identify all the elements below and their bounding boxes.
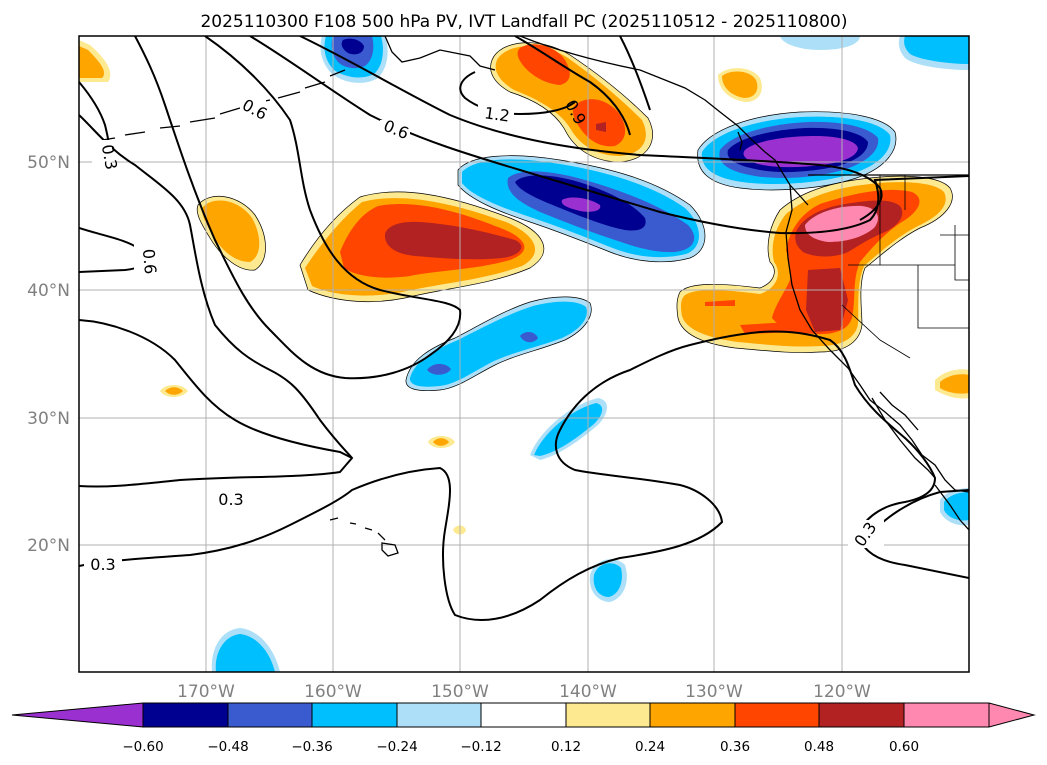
- negative-anomaly-aleutian: [320, 36, 388, 83]
- bc-coast: [764, 151, 809, 206]
- contour-0.6-nw: [79, 114, 354, 488]
- positive-anomaly-pacific-nw: [676, 176, 953, 353]
- contour-label: 1.2: [483, 103, 511, 125]
- colorbar-segment: [819, 703, 904, 727]
- negative-anomaly-main: [458, 155, 705, 262]
- lon-label: 170°W: [177, 682, 235, 702]
- us-west-coast: [785, 184, 969, 493]
- positive-anomaly-small-bc: [718, 68, 762, 102]
- shading-outlines: [196, 42, 953, 392]
- colorbar-tick: 0.24: [635, 739, 665, 755]
- colorbar-outline: [11, 702, 1036, 728]
- mexico-coast: [934, 484, 969, 531]
- map-area: 0.6 0.6 0.9 1.2 0.3 0.6 0.3 0.3 0.3: [79, 36, 969, 672]
- colorbar-segment: [481, 703, 566, 727]
- positive-anomaly-small-east: [935, 369, 969, 399]
- lon-label: 140°W: [559, 682, 617, 702]
- colorbar-ticks: −0.60 −0.48 −0.36 −0.24 −0.12 0.12 0.24 …: [122, 739, 919, 755]
- colorbar-tick: −0.24: [376, 739, 417, 755]
- hawaii-islands: [329, 517, 399, 557]
- shaded-fields: [79, 36, 969, 672]
- positive-anomaly-specks: [160, 385, 466, 535]
- colorbar-segment: [143, 703, 228, 727]
- negative-anomaly-ne-corner: [780, 36, 969, 70]
- colorbar-tick: −0.12: [460, 739, 501, 755]
- contour-label: 0.6: [139, 248, 160, 275]
- contour-0.9-b: [619, 36, 651, 111]
- contour-label: 0.3: [98, 143, 121, 171]
- colorbar-tick: 0.60: [889, 739, 919, 755]
- lat-label: 50°N: [27, 153, 70, 173]
- lon-label: 160°W: [304, 682, 362, 702]
- colorbar-segment: [228, 703, 312, 727]
- contour-1.2-b: [514, 36, 631, 136]
- positive-anomaly-central: [300, 191, 544, 302]
- contour-0.6-loop: [134, 36, 462, 380]
- alaska-coast: [384, 36, 766, 153]
- lon-label: 130°W: [685, 682, 743, 702]
- colorbar-segments: [12, 703, 1034, 727]
- contour-0.9: [299, 36, 883, 221]
- colorbar-tick: 0.12: [551, 739, 581, 755]
- haida-gwaii: [737, 131, 743, 151]
- lon-label: 150°W: [431, 682, 489, 702]
- colorbar-extend-high: [989, 703, 1034, 727]
- colorbar-tick: −0.48: [207, 739, 248, 755]
- contour-label-group: 0.6 0.6 0.9 1.2 0.3 0.6 0.3 0.3 0.3: [84, 95, 884, 574]
- colorbar-segment: [566, 703, 650, 727]
- colorbar-tick: 0.48: [804, 739, 834, 755]
- lat-label: 20°N: [27, 536, 70, 556]
- lon-label: 120°W: [813, 682, 871, 702]
- contour-0.3-central: [79, 319, 353, 459]
- colorbar-segment: [312, 703, 397, 727]
- lat-label: 30°N: [27, 409, 70, 429]
- contour-label: 0.3: [218, 490, 243, 509]
- negative-anomaly-subtropical: [405, 296, 592, 391]
- colorbar-tick: 0.36: [720, 739, 750, 755]
- colorbar-dividers: [142, 703, 990, 727]
- latitude-labels: 50°N 40°N 30°N 20°N: [27, 153, 70, 556]
- colorbar: −0.60 −0.48 −0.36 −0.24 −0.12 0.12 0.24 …: [11, 702, 1036, 755]
- colorbar-tick: −0.60: [122, 739, 163, 755]
- colorbar-segment: [735, 703, 819, 727]
- colorbar-segment: [397, 703, 481, 727]
- pv-contours: [79, 36, 969, 621]
- map-frame: [78, 35, 970, 673]
- positive-anomaly-west: [197, 196, 266, 271]
- colorbar-segment: [904, 703, 989, 727]
- positive-anomaly-nw-corner: [79, 40, 111, 82]
- contour-0.3-south: [79, 330, 969, 621]
- figure-title: 2025110300 F108 500 hPa PV, IVT Landfall…: [200, 12, 847, 32]
- contour-0.6-north: [249, 36, 969, 235]
- state-borders: [841, 175, 969, 359]
- colorbar-extend-low: [12, 703, 143, 727]
- longitude-labels: 170°W 160°W 150°W 140°W 130°W 120°W: [177, 682, 871, 702]
- colorbar-tick: −0.36: [291, 739, 332, 755]
- colorbar-segment: [650, 703, 735, 727]
- contour-label: 0.3: [90, 555, 115, 574]
- lat-label: 40°N: [27, 281, 70, 301]
- baja-peninsula: [871, 391, 936, 479]
- positive-anomaly-gulf-of-alaska: [490, 42, 653, 162]
